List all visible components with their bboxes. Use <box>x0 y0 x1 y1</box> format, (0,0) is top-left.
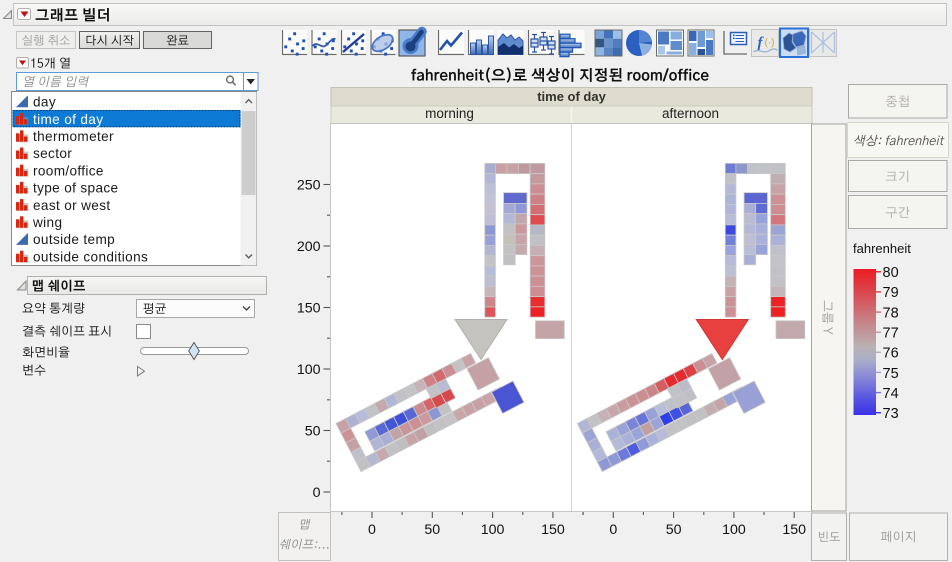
svg-text:79: 79 <box>883 285 899 301</box>
svg-text:day: day <box>33 95 56 110</box>
svg-text:east or west: east or west <box>33 198 111 213</box>
svg-text:outside temp: outside temp <box>33 232 115 247</box>
svg-text:sector: sector <box>33 146 72 161</box>
svg-text:77: 77 <box>883 325 899 341</box>
svg-text:150: 150 <box>297 301 321 317</box>
svg-text:50: 50 <box>666 522 682 538</box>
svg-text:morning: morning <box>425 106 474 121</box>
svg-text:100: 100 <box>297 362 321 378</box>
svg-text:time of day: time of day <box>537 89 606 104</box>
svg-text:78: 78 <box>883 305 899 321</box>
svg-text:50: 50 <box>305 424 321 440</box>
svg-text:0: 0 <box>313 485 321 501</box>
svg-text:150: 150 <box>541 522 565 538</box>
svg-text:75: 75 <box>883 366 899 382</box>
svg-text:f: f <box>758 35 765 51</box>
svg-text:250: 250 <box>297 178 321 194</box>
svg-text:0: 0 <box>368 522 376 538</box>
svg-text:74: 74 <box>883 386 899 402</box>
svg-text:room/office: room/office <box>33 163 104 178</box>
svg-text:outside conditions: outside conditions <box>33 249 148 264</box>
svg-text:80: 80 <box>883 265 899 281</box>
svg-text:150: 150 <box>782 522 806 538</box>
svg-text:time of day: time of day <box>33 112 103 127</box>
svg-text:0: 0 <box>609 522 617 538</box>
svg-text:(·): (·) <box>765 38 775 49</box>
svg-text:73: 73 <box>883 406 899 422</box>
svg-text:200: 200 <box>297 239 321 255</box>
svg-text:thermometer: thermometer <box>33 129 114 144</box>
svg-text:50: 50 <box>424 522 440 538</box>
svg-text:wing: wing <box>32 215 62 230</box>
svg-text:fahrenheit: fahrenheit <box>853 241 911 256</box>
svg-text:afternoon: afternoon <box>662 106 719 121</box>
svg-text:100: 100 <box>722 522 746 538</box>
svg-text:76: 76 <box>883 346 899 362</box>
svg-text:100: 100 <box>481 522 505 538</box>
svg-text:type of space: type of space <box>33 181 118 196</box>
